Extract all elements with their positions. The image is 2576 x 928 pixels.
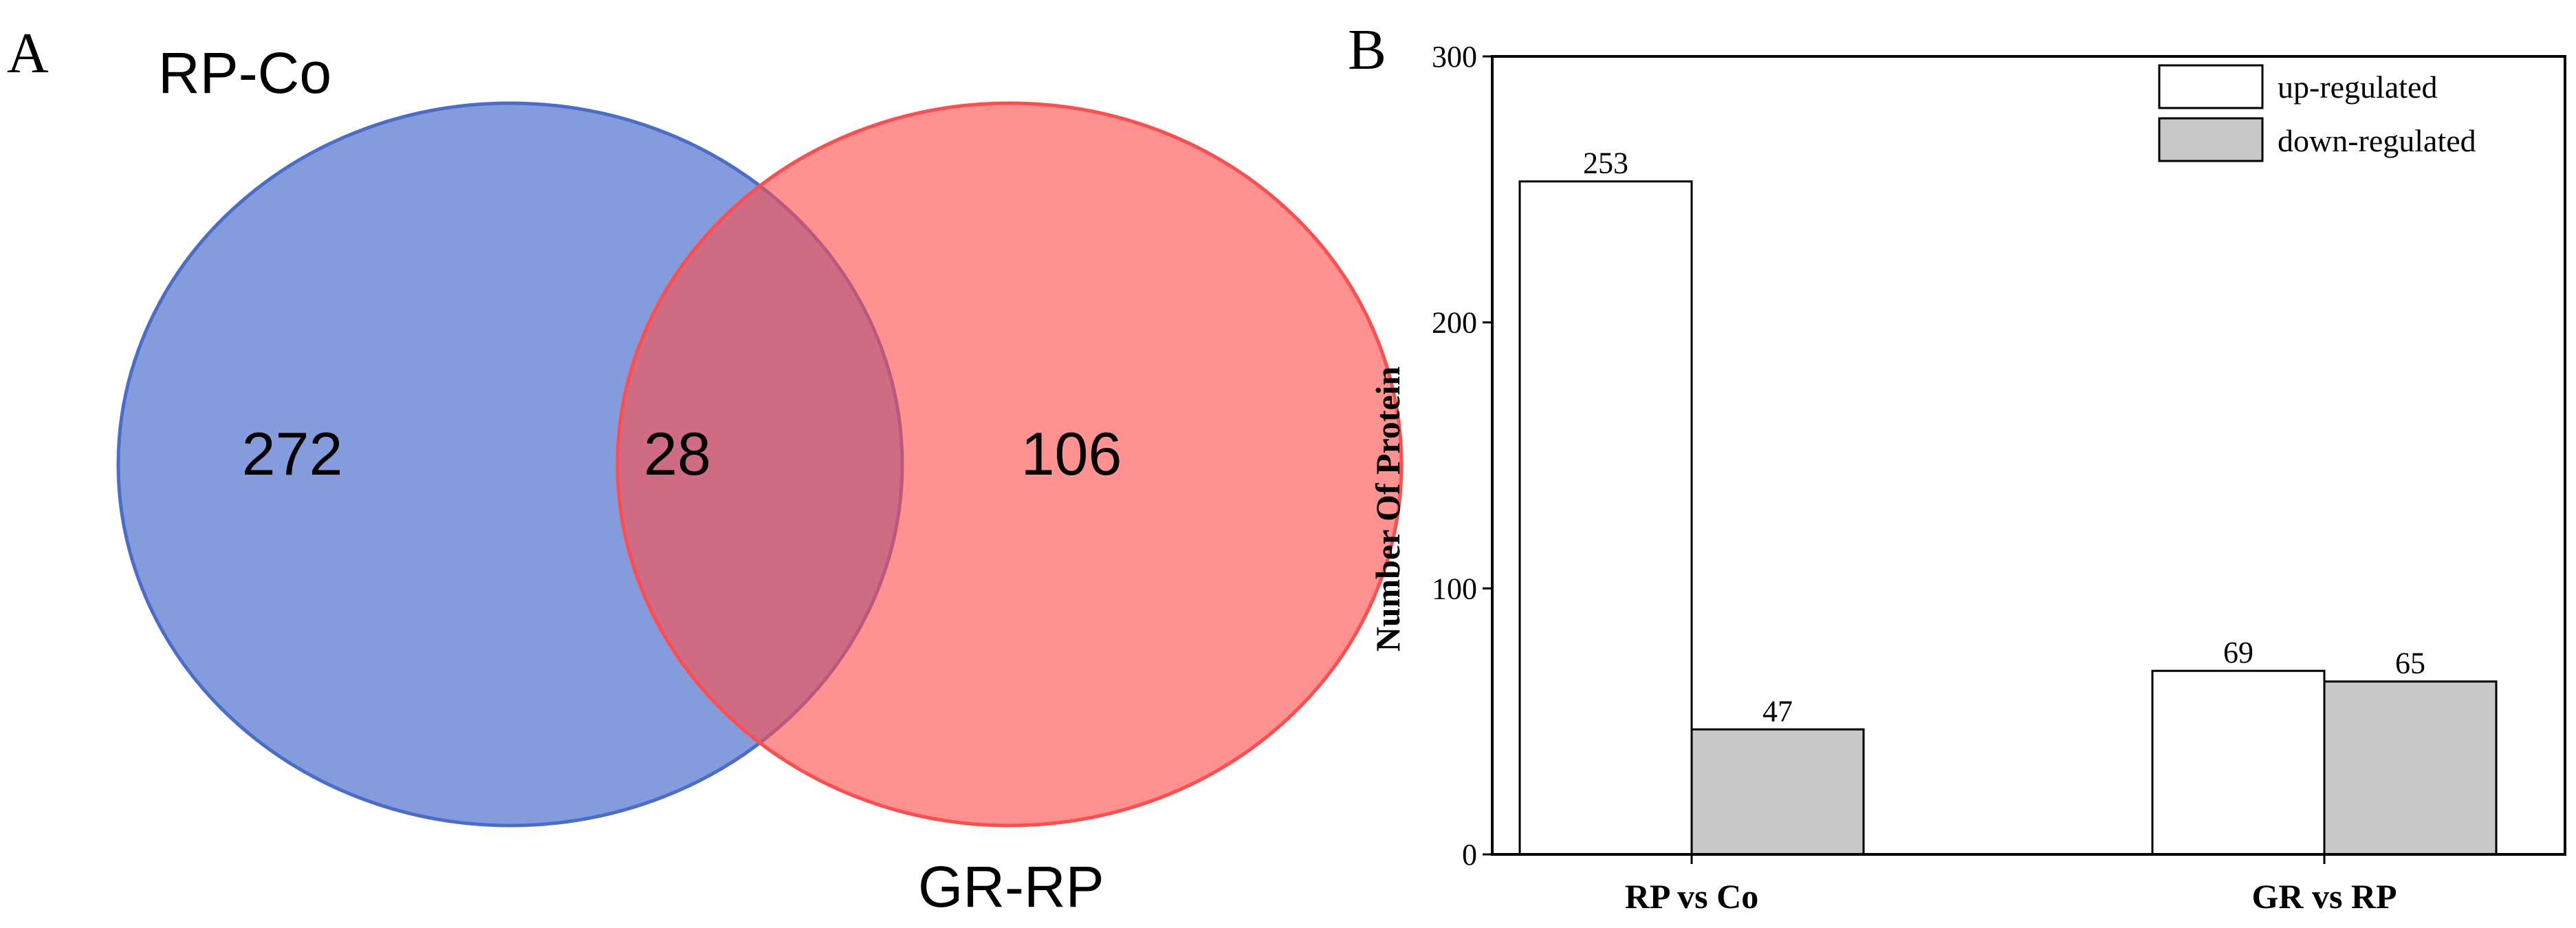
data-label-down-regulated-1: 47: [1762, 694, 1793, 728]
x-axis-categories: RP vs Co GR vs RP: [1625, 854, 2397, 916]
plot-frame: [1491, 55, 2566, 856]
venn-set-right-circle: [615, 101, 1404, 828]
legend-label-up-regulated: up-regulated: [2278, 69, 2437, 105]
venn-panel: A RP-Co GR-RP 272 28 106: [7, 21, 1404, 919]
legend-swatch-up-regulated: [2158, 64, 2264, 109]
y-tick-label: 300: [1432, 40, 1477, 74]
y-axis-label: Number Of Protein: [1368, 366, 1407, 651]
bar-down-regulated-2: [2323, 680, 2498, 856]
panel-label-a: A: [7, 21, 49, 85]
data-label-up-regulated-1: 253: [1583, 147, 1628, 180]
bar-up-regulated-2: [2151, 669, 2326, 856]
x-category-label: RP vs Co: [1625, 877, 1758, 916]
bar-down-regulated-1: [1690, 728, 1865, 856]
y-tick-label: 100: [1432, 572, 1477, 605]
venn-right-only-count: 106: [1021, 420, 1122, 488]
legend-swatch-down-regulated: [2158, 117, 2264, 162]
legend-label-down-regulated: down-regulated: [2278, 123, 2476, 158]
venn-left-only-count: 272: [242, 420, 343, 488]
y-axis-ticks: 0 100 200 300: [1432, 40, 1492, 872]
legend: up-regulated down-regulated: [2158, 64, 2476, 162]
y-tick-label: 200: [1432, 306, 1477, 340]
data-label-down-regulated-2: 65: [2395, 647, 2425, 680]
venn-intersection-count: 28: [644, 420, 711, 488]
panel-label-b: B: [1348, 18, 1386, 82]
data-label-up-regulated-2: 69: [2223, 636, 2253, 669]
bar-chart-panel: B Number Of Protein 253 47 69 65 0 100 200 300…: [1348, 18, 2566, 916]
venn-set-right-label: GR-RP: [918, 854, 1104, 919]
y-tick-label: 0: [1462, 838, 1477, 872]
venn-set-left-label: RP-Co: [158, 41, 331, 105]
bars: 253 47 69 65: [1518, 147, 2498, 856]
x-category-label: GR vs RP: [2251, 877, 2397, 916]
bar-up-regulated-1: [1518, 180, 1693, 856]
